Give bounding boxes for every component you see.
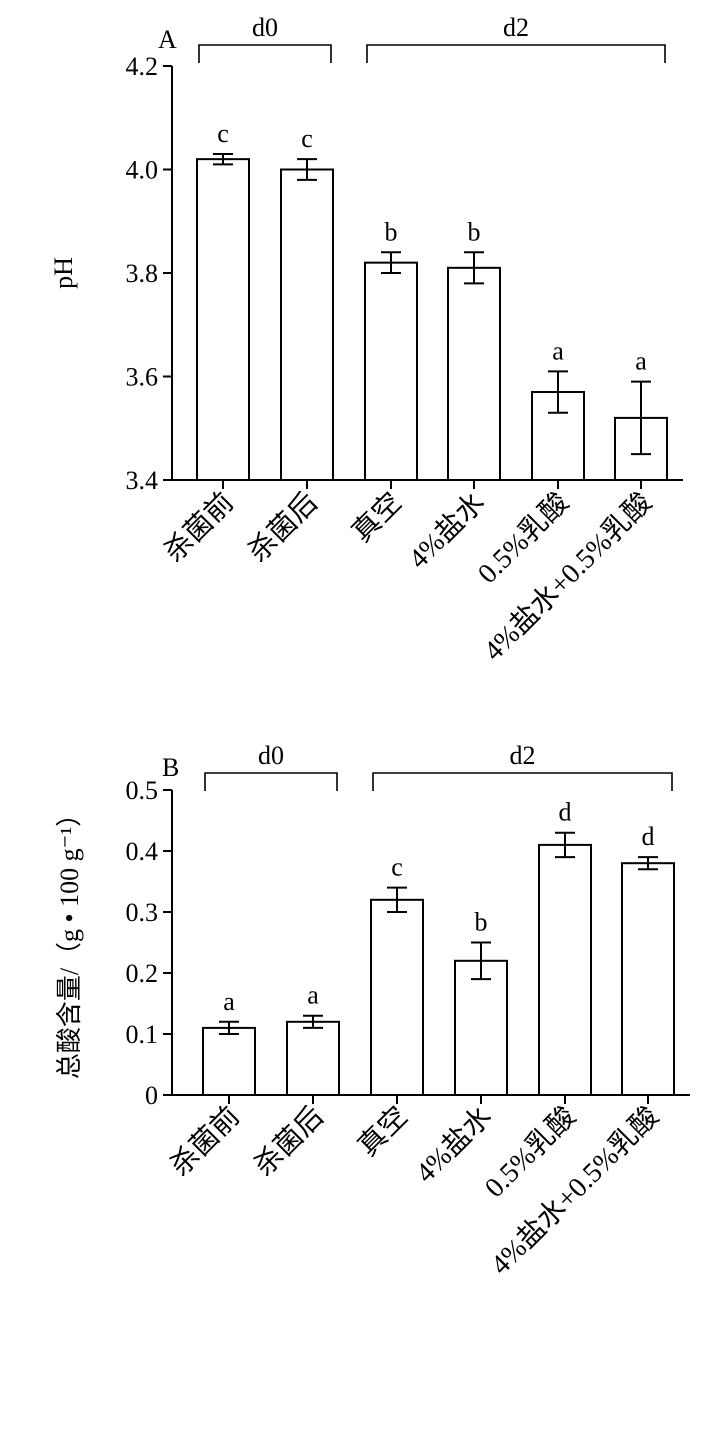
group-label: d2 <box>510 741 536 770</box>
panel-label: B <box>162 753 179 782</box>
significance-letter: a <box>552 336 564 365</box>
group-label: d0 <box>252 13 278 42</box>
y-tick-label: 3.6 <box>126 363 159 392</box>
group-label: d2 <box>503 13 529 42</box>
significance-letter: c <box>217 119 229 148</box>
y-axis-title: pH <box>49 257 78 289</box>
group-bracket <box>198 44 332 63</box>
group-bracket <box>204 772 338 791</box>
significance-letter: b <box>475 908 488 937</box>
category-label: 杀菌后 <box>248 1100 330 1182</box>
y-tick-label: 4.2 <box>126 52 159 81</box>
significance-letter: a <box>223 987 235 1016</box>
group-label: d0 <box>258 741 284 770</box>
category-label: 杀菌前 <box>158 486 240 568</box>
significance-letter: c <box>301 124 313 153</box>
significance-letter: b <box>468 217 481 246</box>
significance-letter: c <box>391 853 403 882</box>
y-tick-label: 0 <box>145 1081 158 1110</box>
category-label: 真空 <box>352 1100 414 1162</box>
category-label: 真空 <box>346 486 408 548</box>
bar-4 <box>538 843 592 1097</box>
bar-0 <box>202 1026 256 1097</box>
group-bracket <box>366 44 666 63</box>
y-tick-label: 4.0 <box>126 156 159 185</box>
bar-2 <box>370 898 424 1096</box>
significance-letter: d <box>559 798 572 827</box>
significance-letter: a <box>307 981 319 1010</box>
bar-1 <box>280 168 334 481</box>
panel-label: A <box>158 25 177 54</box>
y-tick-label: 3.8 <box>126 259 159 288</box>
y-tick-label: 0.1 <box>126 1020 159 1049</box>
significance-letter: a <box>635 347 647 376</box>
significance-letter: b <box>385 217 398 246</box>
bar-0 <box>196 158 250 481</box>
bar-5 <box>621 862 675 1097</box>
bar-3 <box>454 959 508 1096</box>
group-bracket <box>372 772 673 791</box>
y-tick-label: 3.4 <box>126 466 159 495</box>
y-tick-label: 0.3 <box>126 898 159 927</box>
bar-2 <box>364 261 418 481</box>
bar-3 <box>447 266 501 482</box>
bar-1 <box>286 1020 340 1096</box>
significance-letter: d <box>642 822 655 851</box>
y-tick-label: 0.4 <box>126 837 159 866</box>
y-tick-label: 0.2 <box>126 959 159 988</box>
y-tick-label: 0.5 <box>126 776 159 805</box>
category-label: 杀菌后 <box>242 486 324 568</box>
y-axis-title: 总酸含量/（g • 100 g⁻¹） <box>55 801 84 1079</box>
category-label: 杀菌前 <box>164 1100 246 1182</box>
